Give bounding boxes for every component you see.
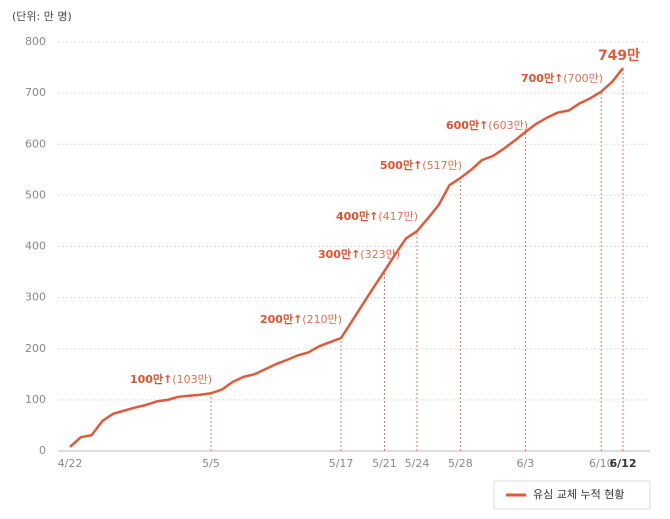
annotation-detail: (103만) <box>172 373 212 386</box>
x-tick-label: 5/21 <box>372 457 397 470</box>
x-tick-label: 5/28 <box>448 457 473 470</box>
y-tick-label: 300 <box>25 291 46 304</box>
annotation: 400만↑(417만) <box>336 209 418 223</box>
x-tick-label: 6/10 <box>589 457 614 470</box>
annotation-detail: (603만) <box>488 119 528 132</box>
end-label: 749만 <box>598 48 640 64</box>
annotation: 200만↑(210만) <box>260 312 342 326</box>
y-tick-label: 700 <box>25 86 46 99</box>
annotation: 700만↑(700만) <box>521 71 603 85</box>
annotation-detail: (210만) <box>302 313 342 326</box>
x-tick-label: 4/22 <box>58 457 83 470</box>
x-tick-label: 6/12 <box>610 457 637 470</box>
y-tick-label: 200 <box>25 342 46 355</box>
annotation: 600만↑(603만) <box>446 118 528 132</box>
unit-label: (단위: 만 명) <box>12 10 72 23</box>
annotation-label: 400만↑ <box>336 209 378 223</box>
annotation-label: 600만↑ <box>446 118 488 132</box>
annotation-label: 500만↑ <box>380 158 422 172</box>
annotation-detail: (323만) <box>360 248 400 261</box>
annotation: 500만↑(517만) <box>380 158 462 172</box>
annotation-label: 100만↑ <box>130 372 172 386</box>
x-tick-label: 6/3 <box>517 457 535 470</box>
y-tick-label: 400 <box>25 240 46 253</box>
x-tick-label: 5/24 <box>405 457 430 470</box>
annotation: 300만↑(323만) <box>318 247 400 261</box>
legend-label: 유심 교체 누적 현황 <box>533 488 624 501</box>
annotation-label: 200만↑ <box>260 312 302 326</box>
x-tick-label: 5/5 <box>202 457 220 470</box>
series-line <box>69 67 624 448</box>
y-tick-label: 800 <box>25 35 46 48</box>
annotation-detail: (417만) <box>378 210 418 223</box>
annotation-detail: (517만) <box>422 159 462 172</box>
y-tick-label: 500 <box>25 188 46 201</box>
annotation-label: 700만↑ <box>521 71 563 85</box>
annotation-label: 300만↑ <box>318 247 360 261</box>
annotation-detail: (700만) <box>563 72 603 85</box>
y-tick-label: 0 <box>39 444 46 457</box>
annotation: 100만↑(103만) <box>130 372 212 386</box>
y-tick-label: 600 <box>25 137 46 150</box>
x-tick-label: 5/17 <box>329 457 354 470</box>
y-tick-label: 100 <box>25 393 46 406</box>
